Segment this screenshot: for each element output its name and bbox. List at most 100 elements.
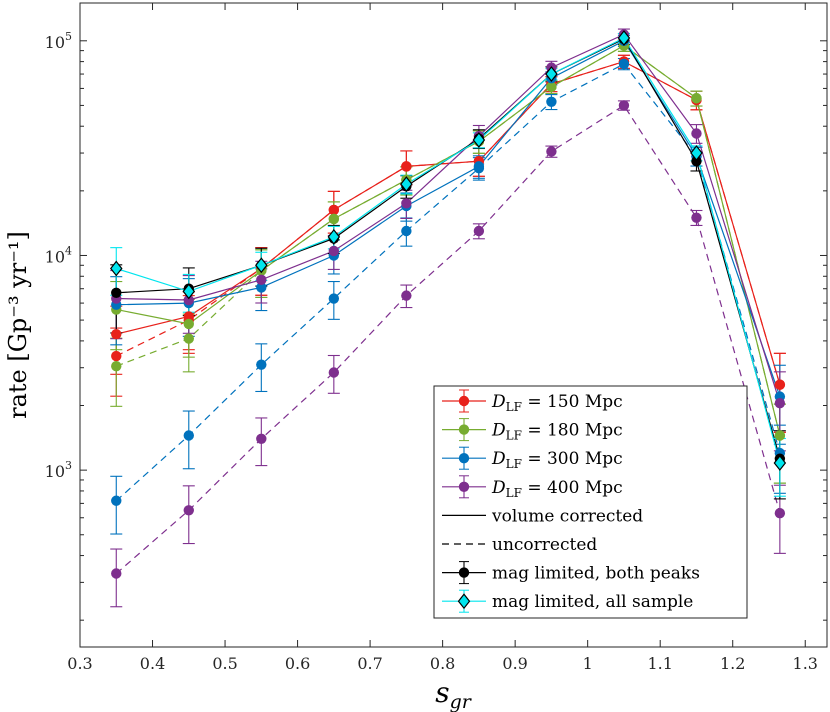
data-point <box>401 161 412 172</box>
data-point <box>774 508 786 519</box>
data-point <box>256 359 267 370</box>
legend-box <box>433 385 748 619</box>
data-point <box>111 568 122 579</box>
x-axis-label: sgr <box>435 676 473 712</box>
legend-label: mag limited, all sample <box>492 592 693 612</box>
legend-label-sub: LF <box>506 400 522 414</box>
data-point <box>546 96 557 107</box>
data-point <box>111 287 122 299</box>
legend-label-sub: LF <box>506 486 522 500</box>
x-tick-label: 0.7 <box>357 654 382 673</box>
legend-marker <box>458 453 470 464</box>
legend-label-rest: = 300 Mpc <box>522 449 623 469</box>
data-point <box>473 225 485 237</box>
data-point <box>618 58 630 70</box>
y-tick-label: 104 <box>45 244 72 266</box>
data-point <box>691 212 702 223</box>
legend-label-rest: = 180 Mpc <box>522 421 623 441</box>
legend-label: DLF = 300 Mpc <box>491 449 623 471</box>
series-line <box>116 44 781 436</box>
legend-entry: DLF = 150 Mpc <box>442 389 623 414</box>
series-line <box>116 37 781 464</box>
legend-label-var: D <box>491 392 506 412</box>
legend-label-rest: = 150 Mpc <box>522 392 623 412</box>
x-tick-label: 0.9 <box>502 654 527 673</box>
data-point <box>183 318 194 330</box>
legend-label-var: D <box>491 421 506 441</box>
data-point <box>183 294 194 306</box>
legend-label: DLF = 150 Mpc <box>491 392 623 414</box>
legend-entry: uncorrected <box>442 535 597 555</box>
data-point <box>617 30 631 47</box>
data-point <box>256 282 267 293</box>
data-point <box>327 228 341 245</box>
x-tick-label: 1.2 <box>720 654 745 673</box>
legend-label-rest: = 400 Mpc <box>522 478 623 498</box>
x-tick-label: 0.8 <box>430 654 455 673</box>
data-point <box>328 245 340 257</box>
x-tick-label: 1 <box>583 654 593 673</box>
y-tick-base: 10 <box>45 247 65 266</box>
legend-label: uncorrected <box>492 535 597 555</box>
legend-entry: mag limited, all sample <box>442 589 693 613</box>
series-line <box>115 63 781 502</box>
data-point <box>690 145 703 162</box>
x-tick-label: 0.6 <box>285 654 310 673</box>
data-point <box>109 260 123 277</box>
legend-label-var: D <box>491 449 506 469</box>
data-point <box>618 100 630 111</box>
legend-marker <box>457 593 471 610</box>
x-tick-label: 1.1 <box>647 654 672 673</box>
data-point <box>546 146 557 157</box>
data-point <box>328 213 340 225</box>
y-tick-base: 10 <box>45 33 65 52</box>
series-line <box>116 40 781 397</box>
data-point <box>774 379 786 390</box>
data-point <box>691 93 702 104</box>
data-point <box>773 454 787 471</box>
legend-entry: DLF = 400 Mpc <box>442 475 623 500</box>
legend-entry: DLF = 300 Mpc <box>442 446 623 471</box>
data-point <box>774 430 786 441</box>
data-point <box>111 360 122 372</box>
data-point <box>774 398 786 409</box>
legend-label: volume corrected <box>491 506 643 526</box>
data-point <box>401 198 412 209</box>
x-tick-label: 0.4 <box>140 654 165 673</box>
legend-marker <box>458 481 470 492</box>
data-point <box>255 257 268 274</box>
data-point <box>111 350 122 362</box>
y-tick-exponent: 3 <box>65 459 72 472</box>
legend-marker <box>458 395 470 407</box>
data-point <box>111 495 122 506</box>
data-point <box>183 333 194 344</box>
data-point <box>256 433 267 444</box>
x-tick-label: 1.3 <box>793 654 818 673</box>
data-point <box>183 505 194 516</box>
data-point <box>182 283 196 300</box>
data-point <box>328 367 340 378</box>
legend-label: mag limited, both peaks <box>492 564 700 584</box>
data-point <box>328 293 340 304</box>
legend-label: DLF = 400 Mpc <box>491 478 623 500</box>
data-point <box>328 204 340 216</box>
series-line <box>116 60 781 385</box>
data-point <box>691 128 702 139</box>
data-point <box>401 290 412 301</box>
legend-entry: DLF = 180 Mpc <box>442 418 623 443</box>
series-layer <box>109 28 787 608</box>
x-tick-label: 0.3 <box>67 654 92 673</box>
y-tick-label: 105 <box>45 30 72 52</box>
y-tick-exponent: 5 <box>65 30 72 43</box>
data-point <box>472 132 486 148</box>
legend-entry: mag limited, both peaks <box>442 561 700 585</box>
series-line <box>115 104 781 574</box>
legend-marker <box>458 567 470 578</box>
data-point <box>111 328 122 340</box>
y-axis-label: rate [Gp⁻³ yr⁻¹] <box>4 231 32 419</box>
x-tick-label: 0.5 <box>212 654 237 673</box>
legend-entry: volume corrected <box>442 506 643 526</box>
